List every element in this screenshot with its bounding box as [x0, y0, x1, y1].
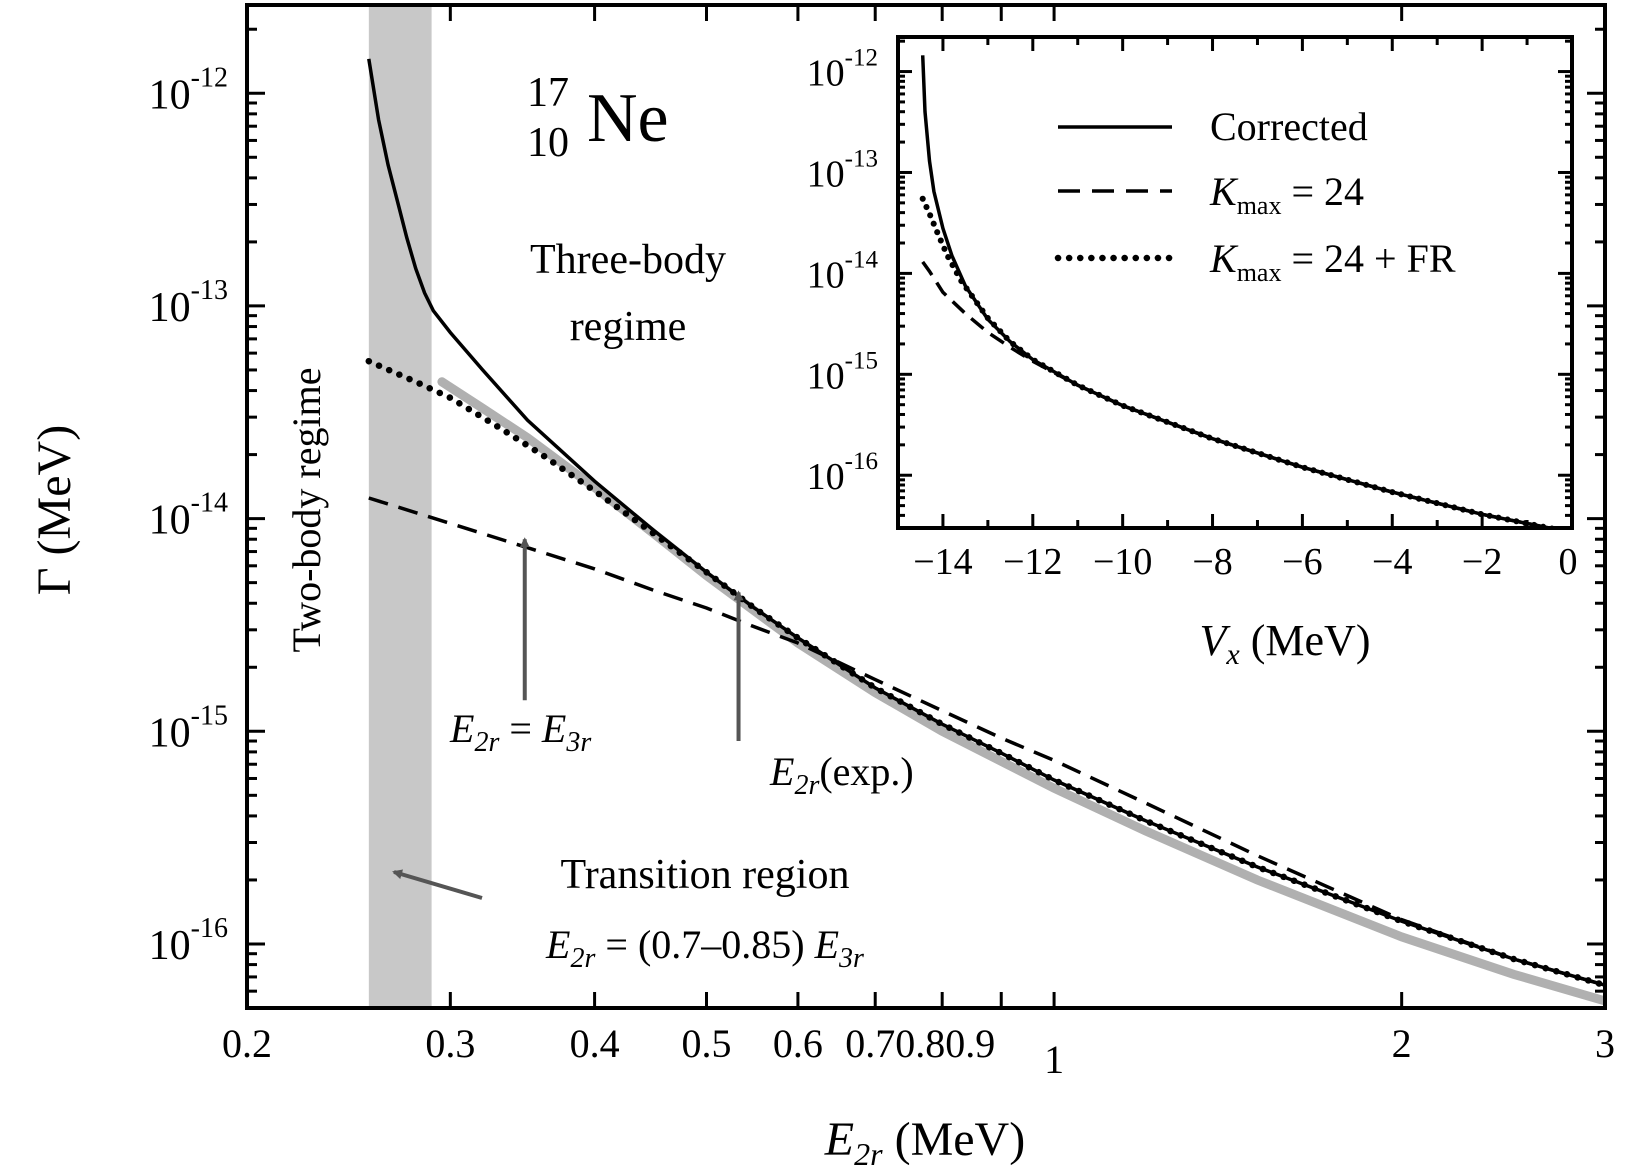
inset-x-axis-unit: (MeV) [1251, 616, 1371, 665]
nucleus-symbol: Ne [587, 80, 669, 157]
inset-x-tick-label: −4 [1372, 541, 1412, 583]
legend-label-kmax-fr: Kmax = 24 + FR [1209, 236, 1456, 287]
inset-x-tick-label: −14 [913, 541, 972, 583]
inset-y-tick-label: 10-12 [807, 45, 878, 95]
main-chart: 0.2 0.3 0.4 0.5 0.6 0.70.80.9 1 2 3 10-12 10-13 10… [28, 3, 1615, 1172]
inset-y-tick-label: 10-15 [807, 347, 878, 397]
legend-label-corrected: Corrected [1210, 104, 1368, 149]
main-series-dotted [365, 357, 1605, 989]
x-tick-label: 3 [1595, 1021, 1615, 1066]
y-axis-title: Γ (MeV) [28, 425, 81, 595]
x-axis-sub: 2r [854, 1136, 883, 1172]
transition-region-formula: E2r = (0.7–0.85) E3r [545, 922, 864, 974]
y-axis-var: Γ [28, 567, 81, 595]
arrow1-label: E2r = E3r [449, 706, 591, 758]
legend-label-kmax: Kmax = 24 [1209, 169, 1364, 220]
nucleus-label: 17 10 Ne [527, 70, 669, 166]
two-body-label: Two-body regime [284, 368, 329, 653]
transition-region-title: Transition region [561, 852, 850, 898]
y-tick-label: 10-14 [149, 488, 228, 544]
x-tick-label: 0.70.80.9 [845, 1021, 995, 1066]
main-series-dashed [368, 496, 1605, 987]
three-body-label-line1: Three-body [530, 237, 726, 283]
y-tick-label: 10-15 [149, 700, 228, 756]
x-tick-label: 0.5 [681, 1021, 731, 1066]
x-tick-label: 0.3 [425, 1021, 475, 1066]
inset-x-tick-label: −6 [1282, 541, 1322, 583]
arrow-transition-region [392, 869, 483, 900]
inset-x-axis-sub: x [1225, 638, 1240, 671]
main-series-gray-thick [437, 377, 1605, 1006]
y-tick-label: 10-16 [149, 913, 228, 969]
arrow1-label-mid: = [499, 706, 542, 751]
x-tick-label: 0.6 [773, 1021, 823, 1066]
y-axis-unit: (MeV) [28, 425, 81, 556]
inset-y-tick-label: 10-14 [807, 246, 879, 296]
arrow2-label: E2r(exp.) [769, 749, 914, 801]
inset-chart: −14 −12 −10 −8 −6 −4 −2 0 10-12 10-13 10-14 10-15 1… [807, 35, 1578, 671]
nucleus-atomic-number: 10 [527, 120, 569, 166]
inset-x-axis-title: Vx (MeV) [1200, 616, 1371, 671]
inset-x-tick-label: −2 [1462, 541, 1502, 583]
x-axis-var: E [824, 1113, 854, 1166]
y-tick-label: 10-12 [149, 62, 228, 118]
inset-series-dotted [919, 195, 1565, 528]
inset-x-tick-label: −12 [1003, 541, 1062, 583]
inset-x-tick-label: −10 [1093, 541, 1152, 583]
inset-legend: Corrected Kmax = 24 Kmax = 24 + FR [1054, 104, 1456, 287]
inset-y-tick-label: 10-13 [807, 145, 878, 195]
transition-formula-mid: = (0.7–0.85) [595, 922, 814, 967]
inset-y-tick-label: 10-16 [807, 448, 878, 498]
nucleus-mass-number: 17 [527, 70, 569, 116]
inset-x-tick-label: 0 [1559, 541, 1578, 583]
x-tick-label: 2 [1392, 1021, 1412, 1066]
arrow2-label-tail: (exp.) [819, 749, 913, 794]
x-axis-unit: (MeV) [895, 1113, 1026, 1166]
y-tick-label: 10-13 [149, 275, 228, 331]
inset-plot-frame [896, 35, 1574, 530]
main-plot-frame [245, 3, 1607, 1010]
inset-x-tick-label: −8 [1192, 541, 1232, 583]
x-axis-title: E2r (MeV) [824, 1113, 1025, 1172]
three-body-label-line2: regime [570, 304, 687, 350]
x-tick-label: 0.2 [222, 1021, 272, 1066]
x-tick-label: 1 [1044, 1037, 1064, 1082]
x-tick-label: 0.4 [570, 1021, 620, 1066]
inset-x-axis-var: V [1200, 616, 1232, 665]
